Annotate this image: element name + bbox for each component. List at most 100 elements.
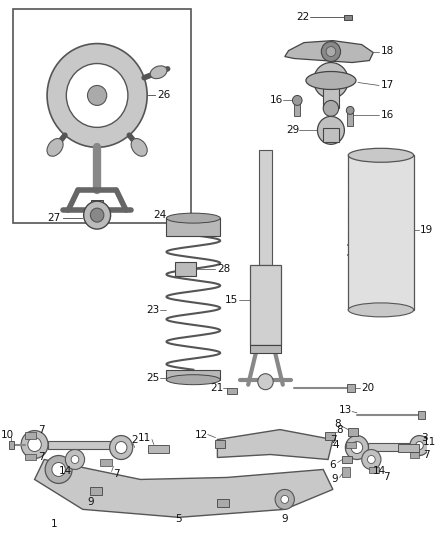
Circle shape: [115, 441, 127, 454]
Bar: [323, 78, 339, 108]
Text: 18: 18: [381, 45, 394, 55]
Circle shape: [66, 63, 128, 127]
Bar: [250, 345, 281, 353]
Bar: [148, 445, 169, 453]
Circle shape: [367, 456, 375, 464]
Circle shape: [318, 116, 344, 144]
Ellipse shape: [348, 148, 413, 162]
Text: 14: 14: [59, 466, 72, 477]
Text: 9: 9: [331, 474, 338, 484]
Bar: [250, 265, 281, 345]
Bar: [294, 99, 300, 116]
Bar: [14, 9, 191, 223]
Text: 14: 14: [372, 466, 386, 477]
Text: 7: 7: [113, 470, 120, 480]
Bar: [325, 432, 335, 440]
Text: 19: 19: [420, 225, 433, 235]
Text: 23: 23: [146, 305, 160, 315]
Circle shape: [90, 208, 104, 222]
Circle shape: [28, 438, 41, 451]
Bar: [343, 456, 352, 464]
Bar: [369, 467, 379, 473]
Ellipse shape: [47, 139, 63, 156]
Bar: [217, 499, 229, 507]
Bar: [259, 150, 272, 265]
Circle shape: [65, 449, 85, 470]
Bar: [410, 451, 420, 457]
Text: 7: 7: [383, 472, 389, 482]
Text: 8: 8: [337, 425, 343, 434]
Ellipse shape: [131, 139, 147, 156]
Text: 15: 15: [225, 295, 239, 305]
Circle shape: [281, 495, 289, 503]
Circle shape: [314, 62, 348, 99]
Text: 16: 16: [269, 95, 283, 106]
Text: 26: 26: [158, 91, 171, 100]
Bar: [25, 432, 36, 439]
Text: 9: 9: [282, 514, 288, 524]
Text: 29: 29: [286, 125, 299, 135]
Circle shape: [21, 431, 48, 458]
Text: 10: 10: [1, 430, 14, 440]
Circle shape: [410, 435, 429, 456]
Polygon shape: [217, 430, 333, 459]
Bar: [368, 442, 420, 450]
Bar: [166, 370, 220, 379]
Circle shape: [275, 489, 294, 510]
Bar: [25, 454, 36, 461]
Bar: [227, 387, 237, 394]
Text: 17: 17: [381, 80, 394, 91]
Bar: [348, 155, 413, 310]
Bar: [175, 262, 196, 276]
Circle shape: [351, 441, 363, 454]
Text: 1: 1: [50, 519, 57, 529]
Text: 22: 22: [297, 12, 310, 22]
Circle shape: [416, 441, 423, 449]
Bar: [92, 200, 103, 216]
Circle shape: [326, 46, 336, 56]
Bar: [346, 441, 356, 448]
Text: 24: 24: [153, 210, 166, 220]
Bar: [90, 487, 102, 495]
Text: 21: 21: [210, 383, 223, 393]
Bar: [343, 467, 350, 478]
Bar: [348, 427, 358, 435]
Circle shape: [88, 85, 107, 106]
Text: 4: 4: [333, 440, 339, 449]
Text: 8: 8: [334, 418, 341, 429]
Text: 27: 27: [47, 213, 60, 223]
Text: 6: 6: [329, 461, 336, 471]
Circle shape: [362, 449, 381, 470]
Ellipse shape: [166, 213, 220, 223]
Text: 5: 5: [176, 514, 182, 524]
Bar: [417, 410, 425, 418]
Text: 16: 16: [381, 110, 394, 120]
Text: 12: 12: [194, 430, 208, 440]
Text: 11: 11: [138, 433, 151, 442]
Text: 11: 11: [423, 437, 437, 447]
Ellipse shape: [306, 71, 356, 90]
Polygon shape: [35, 459, 333, 518]
Polygon shape: [285, 41, 373, 62]
Text: 28: 28: [217, 264, 231, 274]
Text: 7: 7: [39, 451, 45, 462]
Circle shape: [71, 456, 79, 464]
Bar: [9, 441, 14, 449]
Bar: [344, 15, 352, 20]
Bar: [215, 440, 225, 448]
Text: 3: 3: [421, 433, 428, 442]
Circle shape: [84, 201, 110, 229]
Bar: [166, 218, 220, 236]
Bar: [398, 443, 420, 451]
Ellipse shape: [348, 303, 413, 317]
Circle shape: [321, 42, 341, 61]
Circle shape: [293, 95, 302, 106]
Text: 7: 7: [423, 449, 430, 459]
Text: 20: 20: [362, 383, 375, 393]
Circle shape: [258, 374, 273, 390]
Ellipse shape: [166, 375, 220, 385]
Bar: [100, 459, 112, 466]
Text: 7: 7: [39, 425, 45, 434]
Circle shape: [47, 44, 147, 147]
Circle shape: [323, 100, 339, 116]
